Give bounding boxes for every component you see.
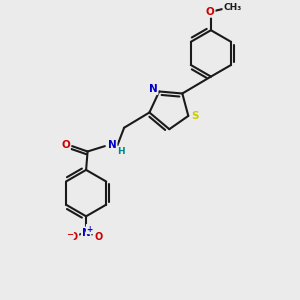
Text: O: O: [94, 232, 103, 242]
Text: N: N: [149, 84, 158, 94]
Text: O: O: [61, 140, 70, 150]
Text: H: H: [117, 147, 124, 156]
Text: N: N: [82, 228, 91, 238]
Text: N: N: [108, 140, 117, 150]
Text: CH₃: CH₃: [223, 3, 242, 12]
Text: –O: –O: [65, 232, 78, 242]
Text: O: O: [206, 7, 215, 17]
Text: −: −: [66, 230, 73, 239]
Text: +: +: [86, 225, 93, 234]
Text: S: S: [191, 111, 199, 121]
